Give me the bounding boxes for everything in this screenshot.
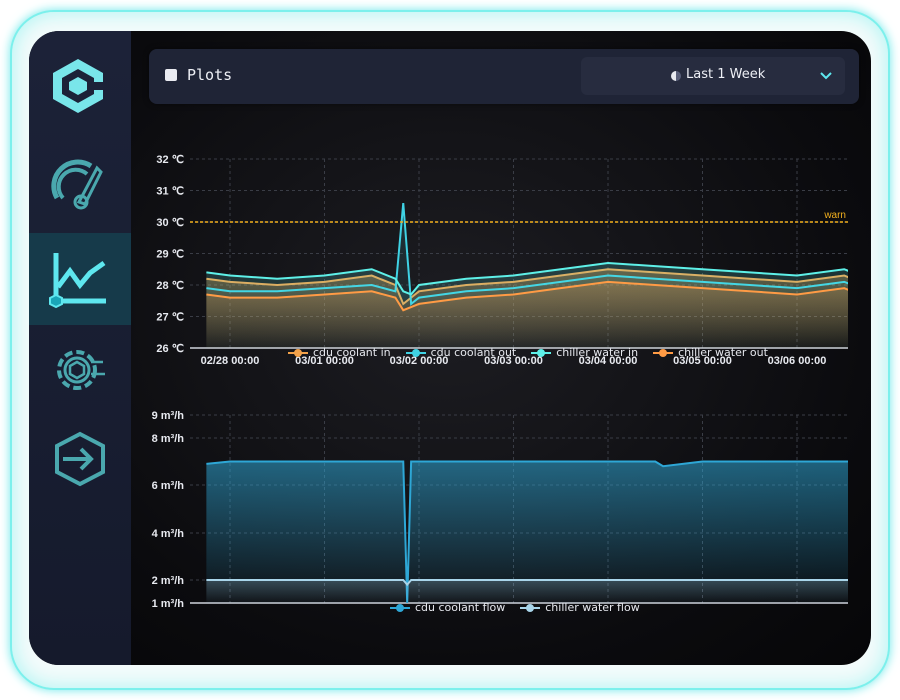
sidebar-item-plots[interactable] bbox=[29, 233, 131, 325]
time-range-select[interactable]: Last 1 Week bbox=[581, 57, 845, 95]
export-arrow-icon bbox=[55, 431, 105, 487]
y-tick-label: 2 m³/h bbox=[152, 575, 185, 587]
y-tick-label: 32 ℃ bbox=[156, 154, 184, 166]
x-tick-label: 03/01 00:00 bbox=[295, 355, 354, 367]
y-tick-label: 30 ℃ bbox=[156, 217, 184, 229]
legend-swatch-icon bbox=[520, 603, 541, 612]
legend-item[interactable]: chiller water flow bbox=[519, 601, 640, 614]
temperature-legend: cdu coolant in cdu coolant out chiller wat… bbox=[287, 346, 768, 359]
y-tick-label: 1 m³/h bbox=[152, 598, 185, 610]
x-tick-label: 02/28 00:00 bbox=[201, 610, 260, 611]
series-area bbox=[206, 580, 848, 603]
chevron-down-icon bbox=[820, 72, 832, 80]
legend-swatch-icon bbox=[288, 348, 308, 357]
page-title: Plots bbox=[187, 66, 233, 84]
y-tick-label: 4 m³/h bbox=[152, 528, 185, 540]
time-range-label: Last 1 Week bbox=[686, 67, 766, 82]
y-tick-label: 8 m³/h bbox=[152, 433, 185, 445]
sidebar-item-settings[interactable] bbox=[29, 323, 131, 415]
y-tick-label: 27 ℃ bbox=[156, 312, 184, 324]
legend-label: chiller water out bbox=[678, 346, 768, 359]
gear-icon bbox=[57, 350, 105, 390]
x-tick-label: 03/06 00:00 bbox=[768, 610, 827, 611]
legend-swatch-icon bbox=[531, 348, 552, 357]
legend-swatch-icon bbox=[390, 603, 410, 612]
gauge-icon bbox=[51, 159, 103, 210]
x-tick-label: 03/02 00:00 bbox=[390, 355, 449, 367]
x-tick-label: 03/04 00:00 bbox=[579, 355, 638, 367]
sidebar bbox=[29, 31, 131, 665]
sidebar-item-export[interactable] bbox=[29, 413, 131, 505]
y-tick-label: 26 ℃ bbox=[156, 343, 184, 355]
legend-swatch-icon bbox=[653, 348, 674, 357]
series-line[interactable] bbox=[206, 460, 868, 604]
clock-pie-icon bbox=[671, 71, 681, 81]
x-tick-label: 03/06 00:00 bbox=[768, 355, 827, 367]
legend-item[interactable]: cdu coolant in bbox=[287, 346, 391, 359]
legend-label: chiller water in bbox=[556, 346, 639, 359]
plots-header: Plots Last 1 Week bbox=[149, 49, 859, 104]
y-tick-label: 28 ℃ bbox=[156, 280, 184, 292]
legend-item[interactable]: cdu coolant flow bbox=[389, 601, 505, 614]
series-line[interactable] bbox=[206, 280, 868, 312]
line-chart-icon bbox=[49, 253, 106, 309]
legend-label: cdu coolant in bbox=[313, 346, 391, 359]
sidebar-item-dashboard[interactable] bbox=[29, 141, 131, 233]
x-tick-label: 03/03 00:00 bbox=[484, 610, 543, 611]
x-tick-label: 03/05 00:00 bbox=[673, 610, 732, 611]
flow-chart: 1 m³/h 2 m³/h 4 m³/h 6 m³/h 8 m³/h 9 m³/h 02/2… bbox=[152, 410, 868, 611]
legend-label: cdu coolant flow bbox=[415, 601, 506, 614]
series-line[interactable] bbox=[206, 261, 868, 296]
y-tick-label: 6 m³/h bbox=[152, 480, 185, 492]
legend-swatch-icon bbox=[405, 348, 426, 357]
series-area bbox=[206, 461, 848, 603]
x-tick-label: 03/03 00:00 bbox=[484, 355, 543, 367]
series-area bbox=[206, 281, 848, 348]
series-line[interactable] bbox=[206, 579, 868, 587]
x-tick-label: 03/05 00:00 bbox=[673, 355, 732, 367]
temperature-chart: 26 ℃ 27 ℃ 28 ℃ 29 ℃ 30 ℃ 31 ℃ 32 ℃ 02/28 00:00 0… bbox=[156, 154, 868, 367]
app-logo-icon bbox=[53, 59, 103, 113]
x-tick-label: 02/28 00:00 bbox=[201, 355, 260, 367]
y-tick-label: 29 ℃ bbox=[156, 249, 184, 261]
chart-small-icon bbox=[165, 69, 177, 81]
flow-legend: cdu coolant flow chiller water flow bbox=[389, 601, 640, 614]
x-tick-label: 03/04 00:00 bbox=[579, 610, 638, 611]
y-tick-label: 31 ℃ bbox=[156, 186, 184, 198]
x-tick-label: 03/02 00:00 bbox=[390, 610, 449, 611]
warn-label: warn bbox=[823, 210, 846, 221]
legend-item[interactable]: chiller water out bbox=[652, 346, 768, 359]
app-screen: Plots Last 1 Week 26 ℃ 27 ℃ 28 ℃ 29 ℃ 30 ℃ 31… bbox=[29, 31, 871, 665]
x-tick-label: 03/01 00:00 bbox=[295, 610, 354, 611]
legend-label: cdu coolant out bbox=[430, 346, 517, 359]
legend-item[interactable]: cdu coolant out bbox=[405, 346, 517, 359]
legend-label: chiller water flow bbox=[545, 601, 640, 614]
y-tick-label: 9 m³/h bbox=[152, 410, 185, 422]
legend-item[interactable]: chiller water in bbox=[530, 346, 638, 359]
